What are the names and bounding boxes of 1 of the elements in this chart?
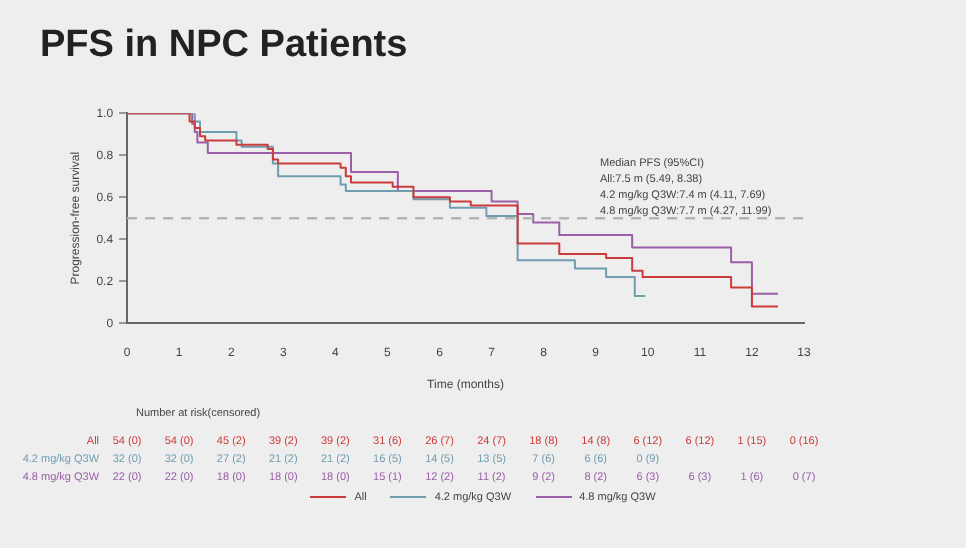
- chart-title: PFS in NPC Patients: [40, 24, 408, 68]
